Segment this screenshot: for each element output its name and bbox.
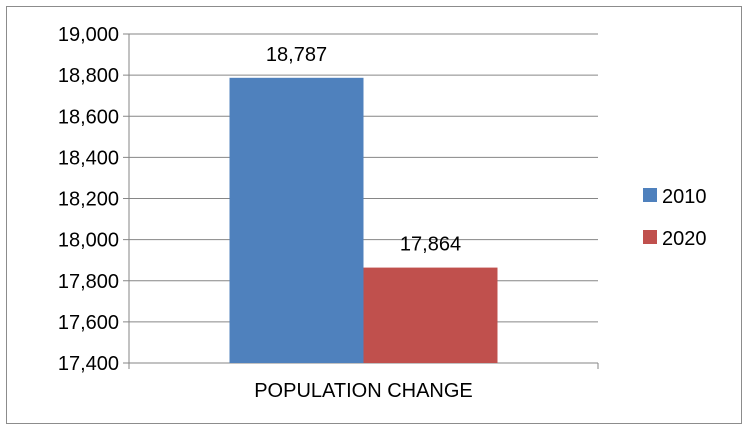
y-tick-label: 17,800 bbox=[58, 271, 119, 293]
y-tick-label: 19,000 bbox=[58, 24, 119, 46]
y-tick-label: 18,400 bbox=[58, 147, 119, 169]
y-tick-label: 17,600 bbox=[58, 312, 119, 334]
y-tick-label: 18,800 bbox=[58, 65, 119, 87]
legend-label-2010: 2010 bbox=[662, 186, 707, 208]
data-label-2010: 18,787 bbox=[266, 44, 327, 66]
y-tick-label: 17,400 bbox=[58, 353, 119, 375]
bar-2010[interactable] bbox=[229, 77, 364, 363]
y-tick-label: 18,200 bbox=[58, 189, 119, 211]
y-tick-label: 18,600 bbox=[58, 106, 119, 128]
legend-label-2020: 2020 bbox=[662, 228, 707, 250]
bar-2020[interactable] bbox=[363, 267, 498, 363]
legend-swatch-2020 bbox=[643, 230, 657, 244]
y-tick-label: 18,000 bbox=[58, 230, 119, 252]
data-label-2020: 17,864 bbox=[400, 234, 461, 256]
x-category-label: POPULATION CHANGE bbox=[254, 380, 473, 402]
legend-swatch-2010 bbox=[643, 188, 657, 202]
